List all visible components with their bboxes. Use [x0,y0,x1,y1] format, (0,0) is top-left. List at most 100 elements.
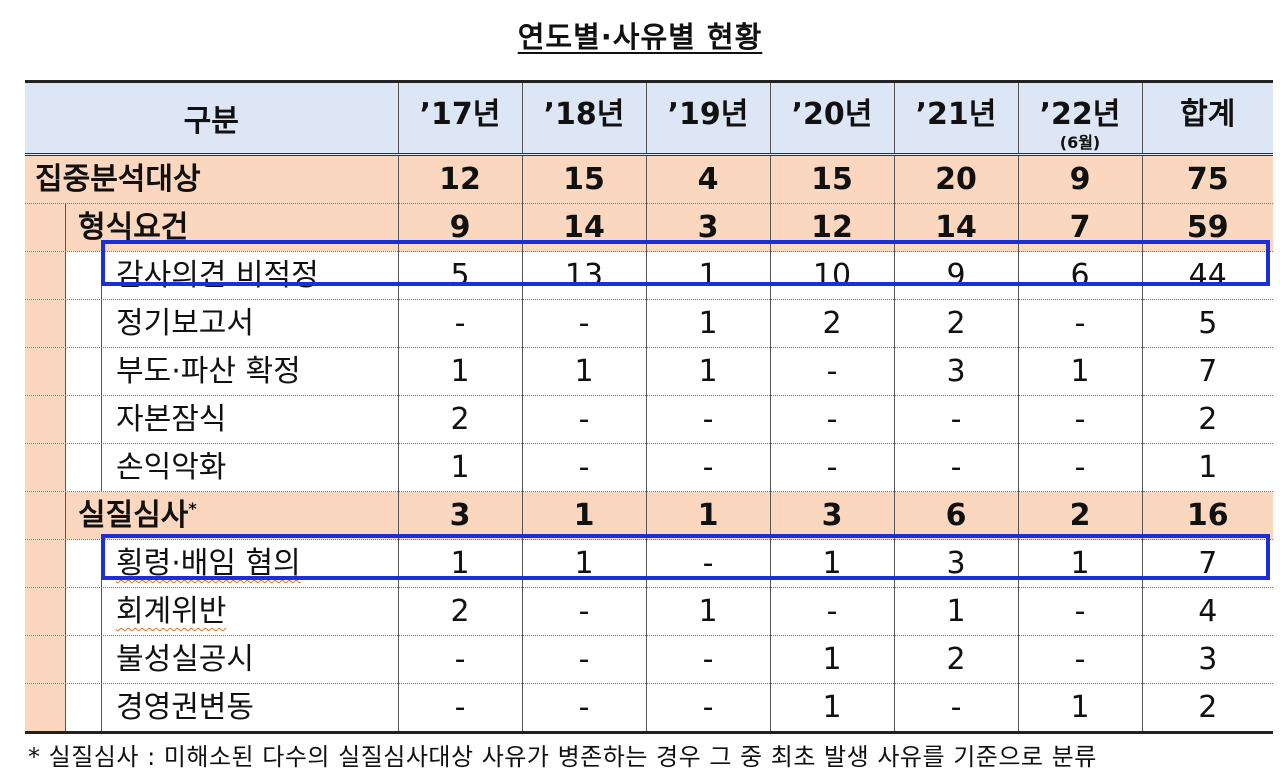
cell-value: - [397,683,522,734]
row-label-text: 불성실공시 [116,642,254,677]
cell-value: 20 [893,154,1018,204]
cell-value: - [1017,635,1142,684]
cell-value: 1 [769,539,894,588]
cell-value: 1 [521,491,646,540]
table-row: 집중분석대상 12 15 4 15 20 9 75 [25,154,1273,204]
row-label: 자본잠식 [25,395,398,444]
cell-value: - [645,443,770,492]
cell-value: - [521,443,646,492]
cell-value: - [521,683,646,734]
row-label: 집중분석대상 [25,154,398,204]
cell-value: 2 [769,299,894,348]
cell-value: - [1017,587,1142,636]
cell-value: 2 [1017,491,1142,540]
row-label: 불성실공시 [25,635,398,684]
cell-total: 3 [1141,635,1273,684]
cell-value: 3 [893,347,1018,396]
cell-value: 1 [645,491,770,540]
row-label-text: 횡령·배임 혐의 [116,546,301,581]
table-row: 실질심사* 3 1 1 3 6 2 16 [25,491,1273,540]
cell-value: - [645,539,770,588]
cell-value: 13 [521,251,646,300]
cell-value: - [893,395,1018,444]
row-label: 경영권변동 [25,683,398,734]
row-label-text: 정기보고서 [116,306,254,341]
cell-value: 1 [645,587,770,636]
cell-value: 2 [397,587,522,636]
cell-total: 7 [1141,539,1273,588]
cell-value: - [645,395,770,444]
cell-value: 7 [1017,203,1142,252]
cell-total: 5 [1141,299,1273,348]
row-label: 회계위반 [25,587,398,636]
cell-value: - [645,683,770,734]
cell-value: 1 [397,443,522,492]
cell-total: 4 [1141,587,1273,636]
cell-value: - [521,299,646,348]
row-label: 형식요건 [25,203,398,252]
header-2022: ’22년 (6월) [1017,80,1142,156]
header-2018: ’18년 [521,80,646,156]
cell-value: 2 [893,299,1018,348]
row-label-text: 형식요건 [78,210,189,245]
table-row: 경영권변동 - - -1-1 2 [25,683,1273,734]
cell-value: 3 [769,491,894,540]
cell-value: 9 [893,251,1018,300]
cell-value: 6 [1017,251,1142,300]
table-row: 정기보고서 - -1 2 2-5 [25,299,1273,348]
row-label: 부도·파산 확정 [25,347,398,396]
cell-value: - [397,635,522,684]
cell-value: 3 [645,203,770,252]
cell-value: 1 [1017,683,1142,734]
row-label-text: 경영권변동 [116,690,254,725]
table-row: 불성실공시 - - -1 2-3 [25,635,1273,684]
status-table: 구분 ’17년 ’18년 ’19년 ’20년 ’21년 ’22년 (6월) 합계 … [25,80,1273,734]
cell-value: - [893,683,1018,734]
cell-value: 2 [397,395,522,444]
cell-value: - [521,587,646,636]
cell-value: - [1017,299,1142,348]
row-label: 정기보고서 [25,299,398,348]
cell-value: 1 [1017,347,1142,396]
cell-value: 12 [397,154,522,204]
cell-value: 15 [769,154,894,204]
cell-value: 1 [397,539,522,588]
cell-value: 1 [521,347,646,396]
cell-value: 5 [397,251,522,300]
header-2019: ’19년 [645,80,770,156]
cell-total: 16 [1141,491,1273,540]
cell-total: 75 [1141,154,1273,204]
table-row: 자본잠식 2- - - - -2 [25,395,1273,444]
table-row: 회계위반 2-1-1-4 [25,587,1273,636]
cell-value: - [769,347,894,396]
cell-value: 9 [1017,154,1142,204]
row-label-text: 집중분석대상 [35,162,201,197]
cell-value: - [1017,395,1142,444]
header-2022-sub: (6월) [1059,133,1101,152]
cell-value: 14 [521,203,646,252]
cell-value: 1 [1017,539,1142,588]
cell-value: 1 [645,299,770,348]
cell-value: 1 [769,635,894,684]
footnote: * 실질심사 : 미해소된 다수의 실질심사대상 사유가 병존하는 경우 그 중… [28,743,1097,771]
cell-value: 4 [645,154,770,204]
cell-value: 1 [521,539,646,588]
cell-total: 7 [1141,347,1273,396]
cell-value: 14 [893,203,1018,252]
header-total: 합계 [1141,80,1273,156]
row-label: 감사의견 비적정 [25,251,398,300]
header-category: 구분 [25,80,398,156]
cell-value: 1 [893,587,1018,636]
table-row: 감사의견 비적정 5 13 1 10 9 6 44 [25,251,1273,300]
cell-value: - [893,443,1018,492]
cell-total: 59 [1141,203,1273,252]
cell-value: - [645,635,770,684]
cell-value: 1 [645,347,770,396]
cell-value: - [521,395,646,444]
cell-value: - [521,635,646,684]
table-row: 부도·파산 확정 1 1 1-3 1 7 [25,347,1273,396]
row-label-text: 손익악화 [116,450,227,485]
cell-total: 2 [1141,683,1273,734]
row-label-text: 실질심사 [78,498,189,533]
table-row: 형식요건 9 14 3 12 14 7 59 [25,203,1273,252]
